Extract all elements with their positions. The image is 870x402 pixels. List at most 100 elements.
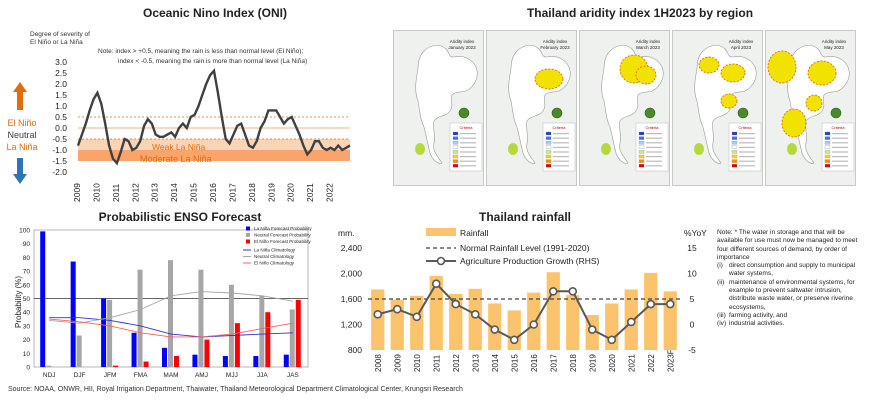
aridity-legend-text-stub <box>553 137 569 139</box>
aridity-legend-text-stub <box>553 133 569 135</box>
aridity-legend-text-stub <box>739 142 755 144</box>
agri-growth-marker <box>412 312 422 322</box>
aridity-legend-swatch <box>452 141 459 145</box>
agri-growth-marker <box>548 287 558 296</box>
el-nino-label: El Niño <box>7 118 36 128</box>
oni-ytick-label: 2.5 <box>55 68 67 78</box>
enso-bar <box>40 231 46 367</box>
aridity-map-panel: Aridity index March 2023 Criteria <box>579 30 670 186</box>
aridity-legend-text-stub <box>646 151 662 153</box>
rainfall-xtick-label: 2013 <box>471 354 480 372</box>
aridity-legend-title: Criteria <box>553 125 567 130</box>
department-seal-icon <box>737 107 749 119</box>
aridity-map-header-1: Aridity index <box>822 39 847 44</box>
neutral-label: Neutral <box>7 130 36 140</box>
aridity-legend-swatch <box>452 131 459 136</box>
aridity-legend-text-stub <box>460 151 476 153</box>
aridity-legend-swatch <box>545 164 552 168</box>
notes-item: (iv) industrial activities. <box>717 320 867 328</box>
rainfall-xtick-label: 2008 <box>374 354 383 372</box>
rainfall-bar <box>390 299 404 350</box>
enso-ylabel: Probability (%) <box>14 276 23 328</box>
aridity-map-panel: Aridity index February 2023 Criteria <box>486 30 577 186</box>
aridity-dry-region <box>781 108 807 138</box>
enso-bar <box>46 365 52 367</box>
enso-climatology-line <box>49 317 293 338</box>
aridity-legend-text-stub <box>739 151 755 153</box>
aridity-legend-swatch <box>824 154 831 159</box>
legend-agri-marker <box>436 256 446 266</box>
oni-ytick-label: 2.0 <box>55 79 67 89</box>
aridity-legend-swatch <box>731 154 738 159</box>
aridity-legend-title: Criteria <box>739 125 753 130</box>
aridity-legend-swatch <box>731 141 738 145</box>
enso-bar <box>162 347 167 367</box>
enso-xtick-label: FMA <box>134 372 148 379</box>
agri-growth-marker <box>665 299 675 309</box>
enso-legend-swatch <box>246 226 250 231</box>
oni-ytick-label: 0.5 <box>55 112 67 122</box>
rainfall-legend: Rainfall Normal Rainfall Level (1991-202… <box>426 228 600 266</box>
oni-xtick-label: 2021 <box>305 183 315 202</box>
aridity-dry-region <box>534 68 564 90</box>
rainfall-bar <box>410 295 424 350</box>
oni-xtick-label: 2010 <box>91 183 101 202</box>
aridity-legend-swatch <box>545 131 552 136</box>
aridity-dry-region <box>635 65 657 85</box>
aridity-legend-swatch <box>824 145 831 149</box>
rainfall-bar <box>449 293 463 350</box>
agri-growth-marker <box>587 325 597 334</box>
rainfall-left-tick: 2,000 <box>341 269 363 279</box>
rainfall-right-tick: 0 <box>690 320 695 330</box>
enso-ytick-label: 30 <box>23 323 31 330</box>
aridity-green-patch <box>787 143 797 155</box>
rainfall-xtick-label: 2019 <box>588 354 597 372</box>
aridity-legend-text-stub <box>646 146 662 148</box>
aridity-map-header-1: Aridity index <box>636 39 661 44</box>
oni-chart: Degree of severity of El Niño or La Niña… <box>6 31 351 202</box>
oni-band-moderate <box>78 150 350 161</box>
aridity-legend-swatch <box>638 141 645 145</box>
aridity-legend-swatch <box>452 164 459 168</box>
aridity-map-header-2: April 2023 <box>731 45 752 50</box>
enso-ytick-label: 20 <box>23 337 31 344</box>
enso-bar <box>70 261 76 367</box>
oni-xtick-label: 2018 <box>247 183 257 202</box>
rainfall-xtick-label: 2015 <box>510 354 519 372</box>
oni-xtick-label: 2020 <box>286 183 296 202</box>
oni-band-weak <box>78 139 350 150</box>
rainfall-right-tick: -5 <box>688 345 696 355</box>
oni-xtick-label: 2012 <box>130 183 140 202</box>
rainfall-xtick-label: 2022 <box>647 354 656 372</box>
aridity-legend-swatch <box>824 164 831 168</box>
enso-legend-swatch <box>246 239 250 244</box>
enso-legend-swatch <box>246 233 250 237</box>
oni-xtick-label: 2016 <box>208 183 218 202</box>
aridity-legend-swatch <box>452 159 459 163</box>
rainfall-right-unit: %YoY <box>684 228 707 238</box>
aridity-map-header-1: Aridity index <box>543 39 568 44</box>
aridity-legend-text-stub <box>553 165 569 167</box>
oni-ytick-label: 1.5 <box>55 90 67 100</box>
aridity-legend-swatch <box>731 136 738 140</box>
oni-title: Oceanic Nino Index (ONI) <box>142 6 288 20</box>
enso-ytick-label: 50 <box>23 296 31 303</box>
enso-bar <box>101 298 107 367</box>
agri-growth-marker <box>470 310 480 319</box>
aridity-legend-text-stub <box>553 160 569 162</box>
thailand-map-shape <box>415 45 478 164</box>
rainfall-left-tick: 800 <box>348 345 362 355</box>
el-nino-up-arrow-icon <box>13 82 27 110</box>
aridity-legend-swatch <box>824 136 831 140</box>
enso-chart: Probability (%) 0 10 20 30 40 50 60 70 80 90 100 ND… <box>14 226 312 379</box>
oni-xtick-label: 2011 <box>111 183 121 202</box>
aridity-legend-swatch <box>638 159 645 163</box>
rainfall-left-tick: 1,600 <box>341 294 363 304</box>
rainfall-xtick-label: 2010 <box>413 354 422 372</box>
enso-climatology-line <box>49 318 293 338</box>
notes-item: (i) direct consumption and supply to muni… <box>717 262 867 279</box>
aridity-legend-text-stub <box>739 156 755 158</box>
la-nina-down-arrow-icon <box>13 158 27 184</box>
notes-item-text: farming activity, and <box>729 311 788 319</box>
rainfall-xtick-label: 2011 <box>432 354 441 372</box>
